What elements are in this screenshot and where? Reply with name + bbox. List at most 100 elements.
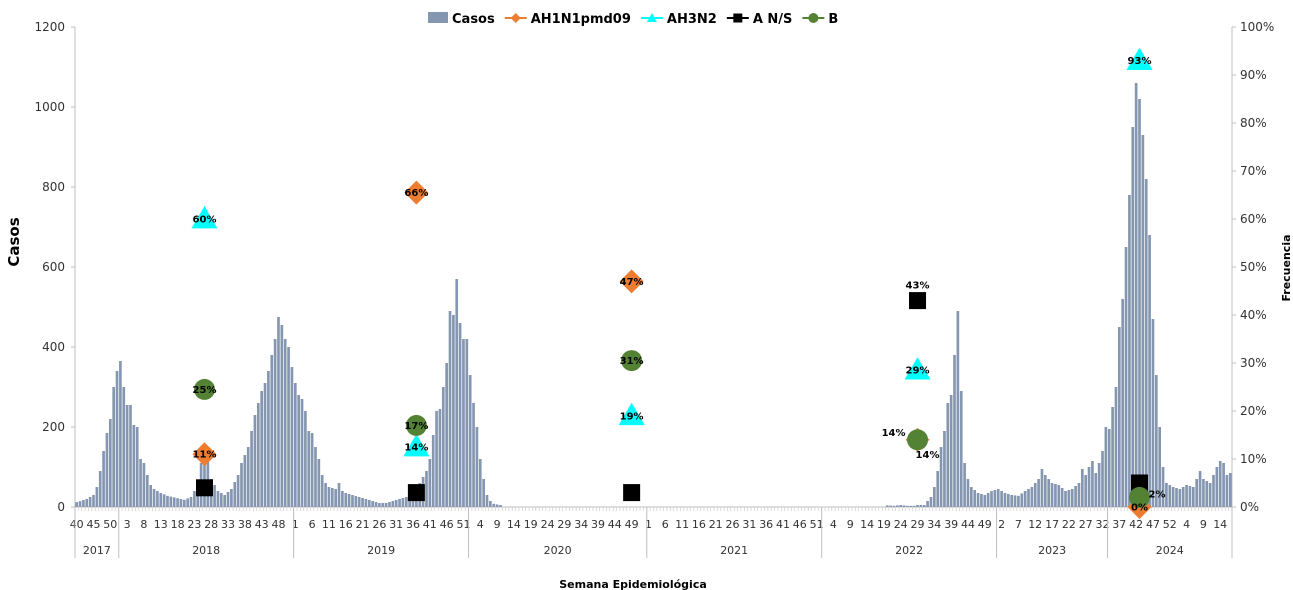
cases-bar [909,505,913,507]
cases-bar [1047,479,1051,507]
year-label: 2020 [544,544,572,557]
cases-bar [1037,479,1040,507]
a-n-s-marker [195,479,213,497]
cases-bar [939,447,943,507]
x-tick-label: 42 [1129,518,1143,531]
cases-bar [230,489,233,507]
ah3n2-marker [904,357,931,380]
cases-bar [1074,486,1077,507]
cases-bar [990,491,993,507]
cases-bar [166,495,169,507]
x-tick-label: 14 [860,518,874,531]
b-marker [1129,486,1151,508]
year-label: 2019 [367,544,395,557]
cases-bar [401,498,405,507]
cases-bar [922,505,926,507]
cases-bar [330,488,334,507]
cases-bar [267,371,270,507]
cases-bar [1007,494,1010,507]
y-tick-label-left: 1000 [34,100,65,114]
cases-bar [105,433,109,507]
cases-bar [448,311,452,507]
cases-bar [1033,483,1037,507]
y-tick-label-right: 30% [1240,356,1267,370]
cases-bar [435,411,438,507]
cases-bar [425,471,428,507]
cases-bar [233,482,237,507]
cases-bar [933,487,936,507]
cases-bar [341,491,344,507]
x-tick-label: 9 [1200,518,1207,531]
x-tick-label: 12 [1028,518,1042,531]
cases-bar [1202,479,1205,507]
cases-bar [1171,487,1175,507]
cases-bar [169,496,173,507]
cases-bar [156,491,159,507]
a-n-s-label: 4% [196,483,213,494]
cases-bar [906,505,909,507]
cases-bar [438,409,442,507]
x-tick-label: 14 [507,518,521,531]
legend-swatch-ah1n1pmd09 [510,13,521,23]
ah1n1pmd09-label: 11% [193,450,217,461]
x-tick-label: 6 [309,518,316,531]
cases-bar [75,502,79,507]
x-tick-label: 27 [1079,518,1093,531]
y-tick-label-right: 90% [1240,68,1267,82]
b-marker [907,429,929,451]
cases-bar [142,463,146,507]
year-label: 2023 [1038,544,1066,557]
cases-bar [1077,483,1081,507]
cases-bars [75,83,1232,507]
cases-bar [1013,495,1017,507]
cases-bar [263,383,267,507]
x-tick-label: 26 [372,518,386,531]
cases-bar [1084,475,1088,507]
ah1n1pmd09-label: 0% [1131,503,1148,514]
cases-bar [1212,475,1215,507]
cases-bar [351,495,354,507]
x-tick-label: 6 [662,518,669,531]
cases-bar [1228,473,1232,507]
cases-bar [367,500,371,507]
cases-bar [149,485,152,507]
y-axis-title-left: Casos [5,217,23,266]
cases-bar [1181,487,1185,507]
y-tick-label-left: 1200 [34,20,65,34]
a-n-s-label: 3% [408,488,425,499]
x-tick-label: 8 [140,518,147,531]
cases-bar [145,475,149,507]
cases-bar [364,499,368,507]
x-tick-label: 1 [645,518,652,531]
cases-bar [1218,461,1222,507]
x-tick-label: 31 [742,518,756,531]
cases-bar [88,497,92,507]
ah3n2-label: 29% [906,366,930,377]
cases-bar [499,505,502,507]
cases-bar [327,487,331,507]
x-tick-label: 51 [810,518,824,531]
cases-bar [182,499,186,507]
y-tick-label-right: 60% [1240,212,1267,226]
x-tick-label: 11 [675,518,689,531]
cases-bar [213,485,216,507]
cases-bar [1114,387,1118,507]
x-tick-label: 29 [911,518,925,531]
cases-bar [455,279,459,507]
x-tick-label: 48 [272,518,286,531]
legend-label-ah3n2: AH3N2 [667,12,717,27]
cases-bar [956,311,960,507]
cases-bar [1158,427,1162,507]
year-label: 2022 [895,544,923,557]
cases-bar [1175,488,1178,507]
frequency-markers [191,47,1153,519]
cases-bar [996,489,1000,507]
cases-bar [172,497,176,507]
cases-bar [371,501,374,507]
cases-bar [1124,247,1128,507]
cases-bar [1104,427,1108,507]
cases-bar [152,489,156,507]
b-label: 31% [620,356,644,367]
year-label: 2017 [83,544,111,557]
